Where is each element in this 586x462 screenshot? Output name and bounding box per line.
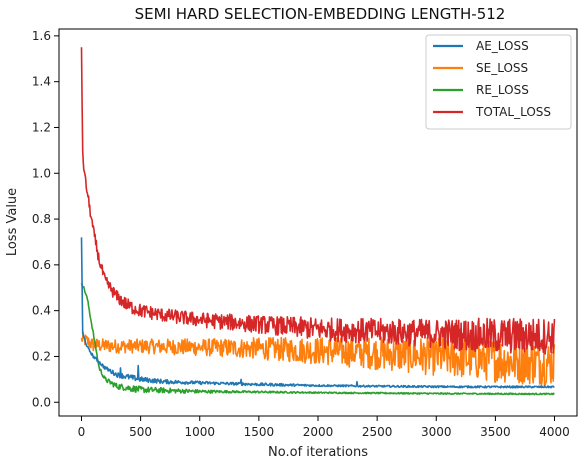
series-line-total-loss xyxy=(80,47,556,355)
x-axis-ticks: 0 500 1000 1500 2000 2500 3000 3500 4000 xyxy=(78,416,570,439)
chart-title: SEMI HARD SELECTION-EMBEDDING LENGTH-512 xyxy=(135,5,506,23)
x-tick-label: 500 xyxy=(129,425,152,439)
y-axis-ticks: 0.0 0.2 0.4 0.6 0.8 1.0 1.2 1.4 1.6 xyxy=(32,29,59,409)
x-tick-label: 2500 xyxy=(362,425,393,439)
x-tick-label: 3500 xyxy=(480,425,511,439)
y-tick-label: 1.6 xyxy=(32,29,51,43)
x-tick-label: 0 xyxy=(78,425,86,439)
legend-label: AE_LOSS xyxy=(476,39,529,53)
legend-label: RE_LOSS xyxy=(476,83,529,97)
y-tick-label: 1.0 xyxy=(32,166,51,180)
series-layer xyxy=(80,47,556,396)
x-tick-label: 4000 xyxy=(539,425,570,439)
y-tick-label: 0.6 xyxy=(32,258,51,272)
legend: AE_LOSS SE_LOSS RE_LOSS TOTAL_LOSS xyxy=(425,34,572,130)
x-tick-label: 1500 xyxy=(244,425,275,439)
x-axis-label: No.of iterations xyxy=(268,445,368,460)
series-line-se-loss xyxy=(80,331,556,387)
y-tick-label: 0.8 xyxy=(32,212,51,226)
series-line-ae-loss xyxy=(80,237,555,389)
x-tick-label: 2000 xyxy=(303,425,334,439)
legend-label: TOTAL_LOSS xyxy=(475,105,551,119)
y-tick-label: 1.4 xyxy=(32,75,51,89)
y-tick-label: 0.4 xyxy=(32,304,51,318)
legend-label: SE_LOSS xyxy=(476,61,528,75)
y-axis-label: Loss Value xyxy=(5,188,20,256)
y-tick-label: 0.2 xyxy=(32,349,51,363)
x-tick-label: 1000 xyxy=(184,425,215,439)
y-tick-label: 1.2 xyxy=(32,120,51,134)
x-tick-label: 3000 xyxy=(421,425,452,439)
legend-box xyxy=(425,34,572,130)
y-tick-label: 0.0 xyxy=(32,395,51,409)
series-line-re-loss xyxy=(80,282,555,396)
